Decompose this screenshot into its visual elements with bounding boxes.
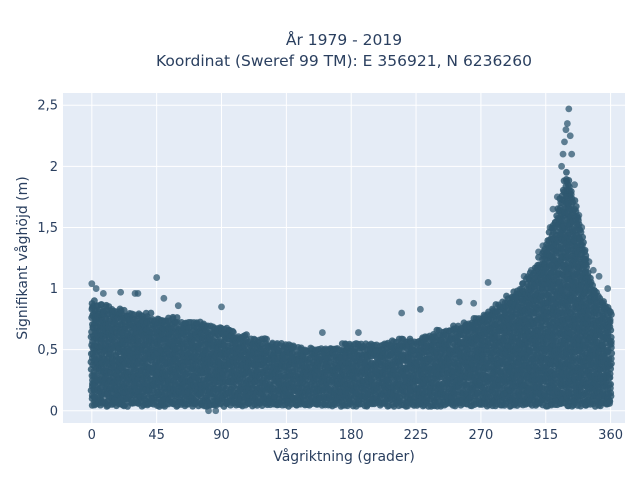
data-point [565, 177, 573, 184]
data-point [567, 187, 575, 195]
data-point [243, 331, 250, 338]
data-point [263, 335, 270, 343]
data-point [173, 314, 181, 321]
data-point [120, 306, 128, 314]
data-point [579, 233, 587, 241]
data-point [572, 203, 580, 210]
data-point [229, 328, 237, 336]
data-point [571, 197, 579, 204]
data-point [147, 309, 155, 317]
data-point [563, 168, 570, 176]
data-points [87, 105, 616, 415]
